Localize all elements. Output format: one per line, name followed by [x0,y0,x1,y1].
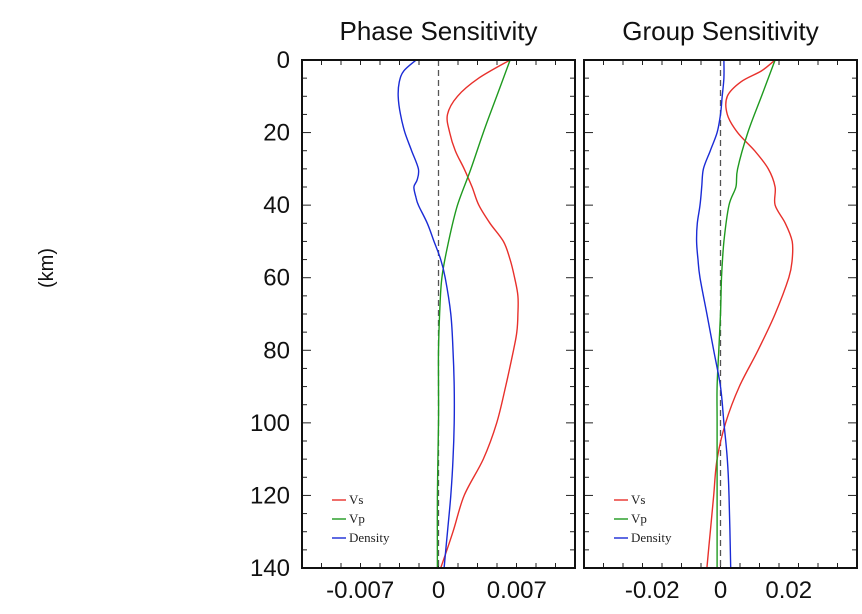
plot-frame [301,59,576,569]
y-tick-label: 140 [250,555,290,582]
plot-frame [583,59,858,569]
y-axis-label: (km) [36,248,58,288]
y-tick-label: 120 [250,482,290,509]
x-tick-label: 0.02 [765,577,812,604]
legend-label: Density [349,530,390,545]
x-tick-label: -0.02 [625,577,680,604]
series-line-vp [436,59,511,569]
x-tick-label: 0.007 [487,577,547,604]
y-tick-label: 40 [263,192,290,219]
y-tick-label: 20 [263,120,290,147]
x-tick-label: 0 [714,577,727,604]
y-tick-label: 0 [277,47,290,74]
y-tick-label: 80 [263,337,290,364]
legend-label: Vp [631,511,647,526]
chart-title: Group Sensitivity [622,16,819,46]
panel-phase: Phase Sensitivity -0.007 0 0.007 Vs Vp Density [301,16,576,604]
y-tick-label: 60 [263,265,290,292]
chart-title: Phase Sensitivity [340,16,538,46]
y-tick-label: 100 [250,410,290,437]
legend-label: Vp [349,511,365,526]
panel-group: Group Sensitivity -0.02 0 0.02 Vs Vp Density [583,16,858,604]
legend-label: Vs [631,492,645,507]
series-line-vp [716,59,776,568]
series-line-vs [706,59,794,569]
legend-label: Vs [349,492,363,507]
x-tick-label: -0.007 [326,577,394,604]
series-line-density [695,59,732,569]
x-tick-label: 0 [432,577,445,604]
legend-label: Density [631,530,672,545]
series-line-density [397,59,456,569]
series-line-vs [440,59,519,569]
